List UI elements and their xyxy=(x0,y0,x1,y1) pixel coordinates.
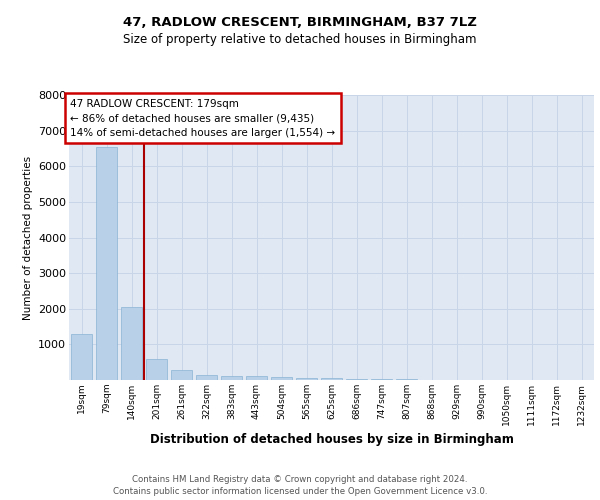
Bar xyxy=(296,378,317,380)
Text: 47 RADLOW CRESCENT: 179sqm
← 86% of detached houses are smaller (9,435)
14% of s: 47 RADLOW CRESCENT: 179sqm ← 86% of deta… xyxy=(70,98,335,138)
Bar xyxy=(346,379,367,380)
Y-axis label: Number of detached properties: Number of detached properties xyxy=(23,156,32,320)
Bar xyxy=(221,376,242,380)
Text: Size of property relative to detached houses in Birmingham: Size of property relative to detached ho… xyxy=(123,34,477,46)
Bar xyxy=(271,377,292,380)
Bar xyxy=(146,358,167,380)
Bar xyxy=(71,334,92,380)
Bar xyxy=(171,370,192,380)
Bar xyxy=(96,146,117,380)
Bar xyxy=(246,376,267,380)
Bar xyxy=(196,374,217,380)
Text: Contains HM Land Registry data © Crown copyright and database right 2024.: Contains HM Land Registry data © Crown c… xyxy=(132,474,468,484)
Bar xyxy=(321,378,342,380)
Text: Contains public sector information licensed under the Open Government Licence v3: Contains public sector information licen… xyxy=(113,488,487,496)
Bar xyxy=(121,307,142,380)
X-axis label: Distribution of detached houses by size in Birmingham: Distribution of detached houses by size … xyxy=(149,433,514,446)
Text: 47, RADLOW CRESCENT, BIRMINGHAM, B37 7LZ: 47, RADLOW CRESCENT, BIRMINGHAM, B37 7LZ xyxy=(123,16,477,29)
